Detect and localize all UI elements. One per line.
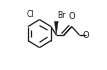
Text: O: O: [82, 31, 89, 39]
Text: Br: Br: [57, 10, 66, 20]
Polygon shape: [54, 21, 58, 35]
Text: Cl: Cl: [27, 10, 34, 19]
Text: O: O: [68, 12, 75, 21]
